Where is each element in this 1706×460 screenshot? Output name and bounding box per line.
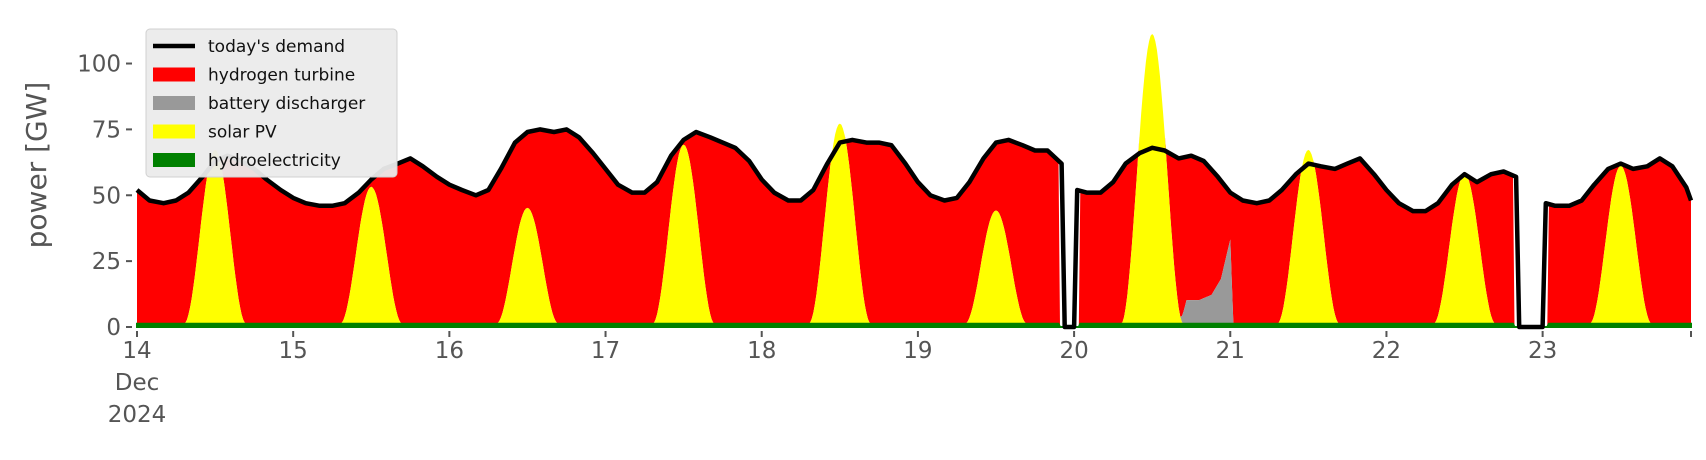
x-tick-label: 20 <box>1059 338 1088 364</box>
todays-demand-line <box>135 127 1694 330</box>
hydrogen-turbine-area <box>137 34 1691 327</box>
y-tick-label: 75 <box>92 117 121 143</box>
legend-box <box>145 28 398 178</box>
x-tick-label: 19 <box>903 338 932 364</box>
y-tick-label: 25 <box>92 249 121 275</box>
x-tick-label: 14 <box>122 338 151 364</box>
x-tick-label: 17 <box>591 338 620 364</box>
x-tick-label: 2024 <box>108 402 167 428</box>
hydroelectricity-area <box>136 322 1692 328</box>
y-tick-label: 0 <box>106 315 121 341</box>
x-tick-label: Dec <box>115 370 160 396</box>
legend-swatch <box>153 153 195 167</box>
legend-swatch <box>153 96 195 110</box>
x-tick-label: 15 <box>279 338 308 364</box>
legend-label: hydrogen turbine <box>208 66 355 86</box>
x-tick-label: 18 <box>747 338 776 364</box>
legend-label: solar PV <box>208 123 277 143</box>
x-tick-label: 23 <box>1528 338 1557 364</box>
legend-label: battery discharger <box>208 94 365 114</box>
legend-swatch <box>153 124 195 139</box>
stacked-areas <box>136 34 1692 328</box>
x-tick-label: 16 <box>435 338 464 364</box>
y-axis-label: power [GW] <box>20 82 53 249</box>
x-tick-label: 21 <box>1216 338 1245 364</box>
y-tick-label: 100 <box>77 52 121 78</box>
legend: today's demand hydrogen turbine battery di… <box>145 28 398 178</box>
x-tick-label: 22 <box>1372 338 1401 364</box>
axes: 0 25 50 75 100 14 Dec 2024 15 16 17 18 19 20 21 22 23 <box>77 52 1692 428</box>
solar-pv-area <box>137 34 1691 327</box>
demand-line-layer <box>135 127 1694 330</box>
legend-swatch <box>153 67 195 82</box>
y-tick-label: 50 <box>92 183 121 209</box>
legend-label: today's demand <box>208 37 345 57</box>
legend-label: hydroelectricity <box>208 151 341 171</box>
